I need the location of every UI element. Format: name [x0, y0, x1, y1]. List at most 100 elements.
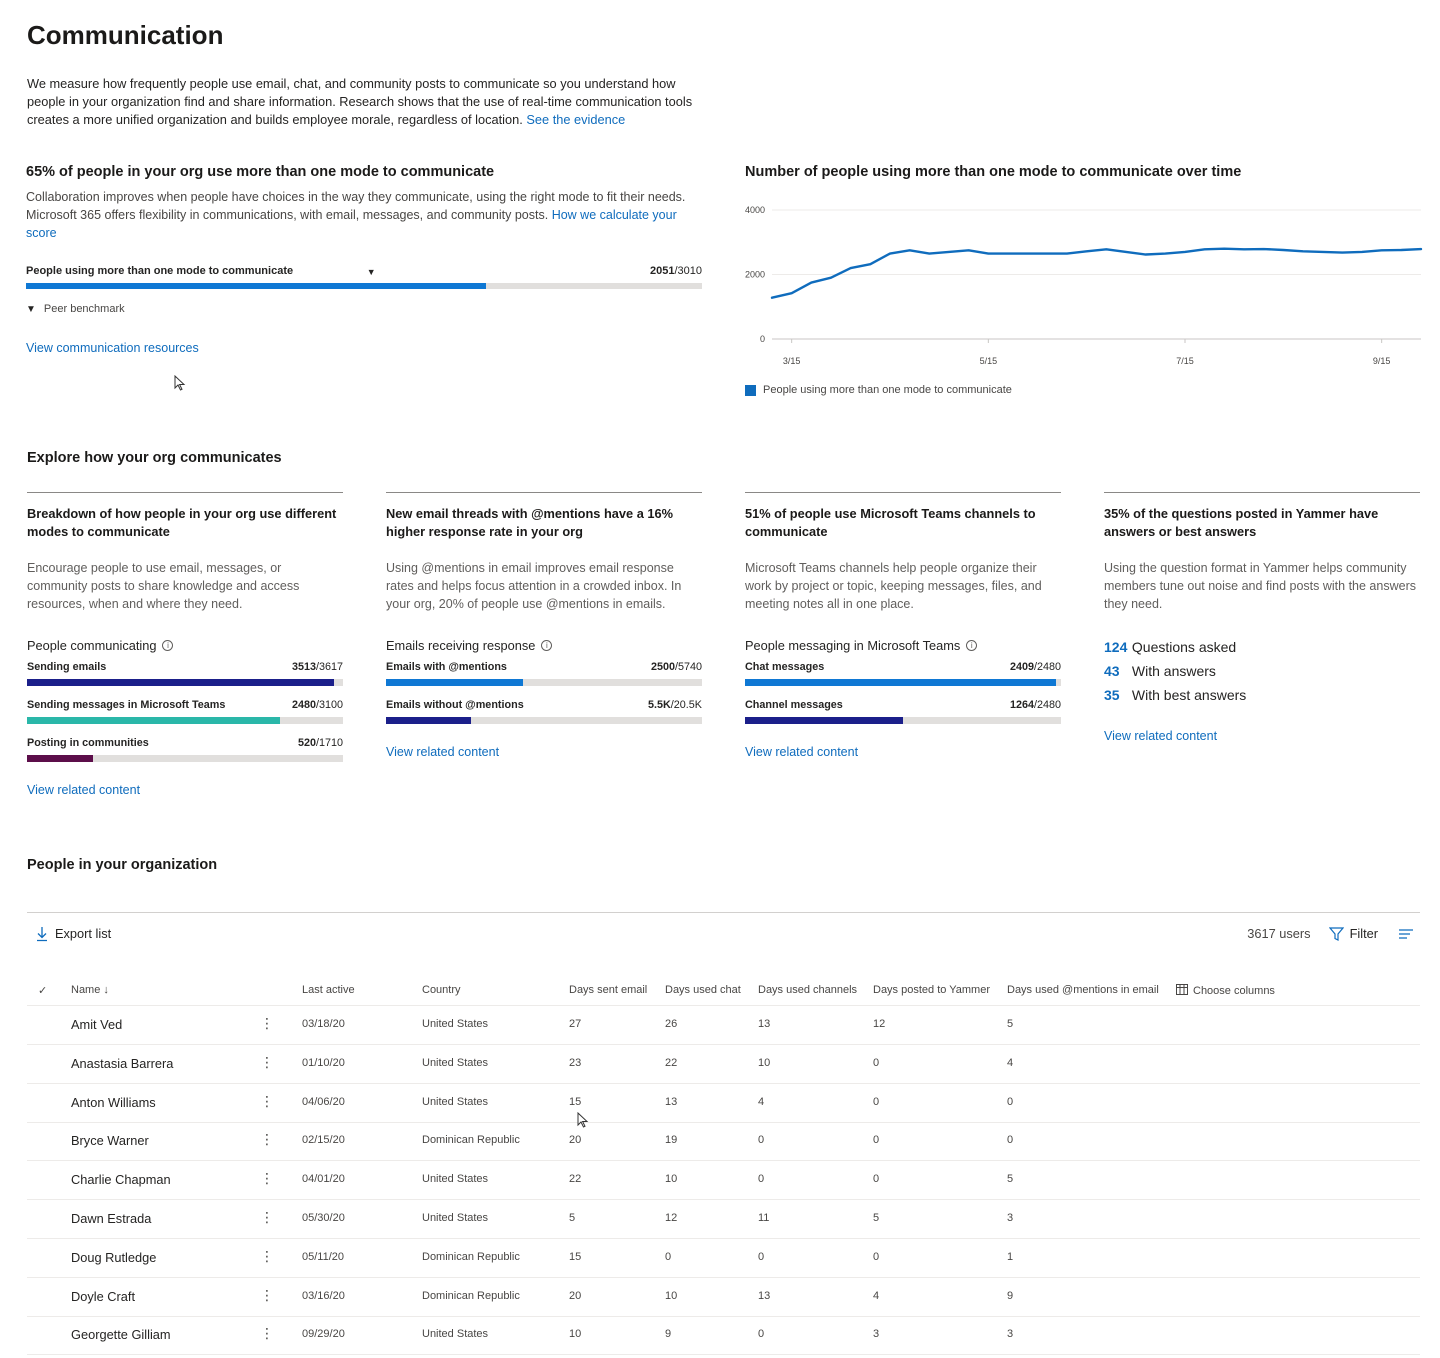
table-row[interactable]: Anastasia Barrera ⋮ 01/10/20 United States 2…: [27, 1045, 1420, 1084]
yammer-stats: 124 Questions asked 43 With answers 35 W…: [1104, 635, 1420, 707]
group-lines-icon[interactable]: [1398, 928, 1414, 940]
cell-last-active: 01/10/20: [302, 1056, 345, 1069]
cell-name[interactable]: Dawn Estrada: [71, 1211, 152, 1226]
cell-name[interactable]: Georgette Gilliam: [71, 1327, 171, 1343]
more-options-icon[interactable]: ⋮: [260, 1170, 274, 1187]
peer-benchmark-label: Peer benchmark: [43, 303, 125, 315]
view-related-content-link[interactable]: View related content: [27, 783, 141, 797]
col-days-used-chat[interactable]: Days used chat: [665, 984, 741, 996]
metric-bar-fill: [27, 755, 94, 762]
col-days-used-channels[interactable]: Days used channels: [758, 984, 858, 996]
info-icon[interactable]: i: [541, 639, 553, 651]
metric-label: Channel messages: [745, 699, 843, 711]
cell-last-active: 03/16/20: [302, 1289, 345, 1302]
cell-days-sent-email: 20: [569, 1289, 582, 1302]
more-options-icon[interactable]: ⋮: [260, 1053, 274, 1070]
cell-days-used-chat: 0: [665, 1250, 672, 1263]
table-row[interactable]: Dawn Estrada ⋮ 05/30/20 United States 5 12 11 5…: [27, 1200, 1420, 1239]
metric-bar-track: [745, 717, 1061, 724]
line-chart: 4000 2000 0 3/15 5/15 7/15 9/15: [745, 205, 1423, 366]
table-row[interactable]: Anton Williams ⋮ 04/06/20 United States 15 13…: [27, 1084, 1420, 1123]
cell-days-used-mentions: 1: [1007, 1250, 1014, 1263]
col-days-posted-yammer[interactable]: Days posted to Yammer: [873, 984, 990, 996]
export-list-button[interactable]: Export list: [35, 926, 111, 942]
table-row[interactable]: Doyle Craft ⋮ 03/16/20 Dominican Republic 20…: [27, 1278, 1420, 1317]
table-row[interactable]: Amit Ved ⋮ 03/18/20 United States 27 26 13 12 5: [27, 1006, 1420, 1045]
metric-item: Sending emails 3513/3617: [27, 661, 343, 697]
cell-days-posted-yammer: 0: [873, 1250, 880, 1263]
table-row[interactable]: Bryce Warner ⋮ 02/15/20 Dominican Republic 2…: [27, 1122, 1420, 1162]
cell-name[interactable]: Charlie Chapman: [71, 1172, 171, 1188]
cell-days-used-channels: 13: [758, 1289, 771, 1302]
more-options-icon[interactable]: ⋮: [260, 1209, 274, 1225]
cell-days-posted-yammer: 4: [873, 1289, 880, 1302]
cell-days-used-chat: 13: [665, 1095, 678, 1108]
cell-name[interactable]: Doug Rutledge: [71, 1249, 157, 1265]
more-options-icon[interactable]: ⋮: [260, 1015, 274, 1031]
explore-title: Explore how your org communicates: [27, 450, 282, 466]
cell-country: Dominican Republic: [422, 1289, 520, 1302]
page-intro: We measure how frequently people use ema…: [27, 75, 707, 129]
cell-days-used-mentions: 4: [1007, 1056, 1014, 1069]
table-row[interactable]: Doug Rutledge ⋮ 05/11/20 Dominican Republic…: [27, 1239, 1420, 1278]
cell-name[interactable]: Anastasia Barrera: [71, 1055, 174, 1071]
cell-country: United States: [422, 1328, 489, 1341]
card-title: New email threads with @mentions have a …: [386, 506, 673, 539]
filter-button[interactable]: Filter: [1328, 926, 1378, 941]
choose-columns-button[interactable]: Choose columns: [1176, 984, 1275, 997]
more-options-icon[interactable]: ⋮: [260, 1247, 274, 1264]
cell-name[interactable]: Doyle Craft: [71, 1288, 136, 1304]
cell-days-used-chat: 26: [665, 1018, 678, 1030]
cell-days-posted-yammer: 0: [873, 1134, 880, 1147]
col-last-active[interactable]: Last active: [302, 984, 355, 996]
col-name[interactable]: Name ↓: [71, 984, 109, 996]
metric-bar-fill: [27, 679, 334, 686]
cell-last-active: 03/18/20: [302, 1018, 345, 1030]
select-all-checkmark-icon[interactable]: ✓: [38, 985, 48, 997]
col-days-sent-email[interactable]: Days sent email: [569, 984, 648, 996]
filter-icon: [1328, 926, 1344, 941]
card-subtitle: People communicating i: [27, 631, 343, 659]
more-options-icon[interactable]: ⋮: [260, 1286, 274, 1303]
cell-days-used-chat: 10: [665, 1173, 678, 1186]
cell-days-used-mentions: 9: [1007, 1289, 1014, 1302]
chart-legend: People using more than one mode to commu…: [745, 384, 1012, 396]
see-evidence-link[interactable]: See the evidence: [526, 112, 626, 127]
table-row[interactable]: Georgette Gilliam ⋮ 09/29/20 United States 1…: [27, 1316, 1420, 1356]
table-row[interactable]: Charlie Chapman ⋮ 04/01/20 United States 22 1…: [27, 1161, 1420, 1201]
info-icon[interactable]: i: [162, 639, 174, 651]
cell-country: Dominican Republic: [422, 1250, 520, 1263]
cell-days-posted-yammer: 5: [873, 1212, 880, 1224]
cell-days-used-chat: 19: [665, 1134, 678, 1147]
more-options-icon[interactable]: ⋮: [260, 1131, 274, 1148]
card-subtitle-text: People messaging in Microsoft Teams: [745, 637, 961, 653]
table-toolbar: Export list 3617 users Filter: [27, 912, 1420, 954]
cell-days-sent-email: 23: [569, 1056, 582, 1069]
view-related-content-link[interactable]: View related content: [1104, 729, 1218, 743]
cell-name[interactable]: Bryce Warner: [71, 1133, 149, 1149]
metric-value: 520/1710: [297, 737, 343, 749]
more-options-icon[interactable]: ⋮: [260, 1325, 274, 1342]
score-bar-label: People using more than one mode to commu…: [26, 265, 294, 277]
view-communication-resources-link[interactable]: View communication resources: [26, 341, 199, 355]
metric-bar-track: [745, 679, 1061, 686]
more-options-icon[interactable]: ⋮: [260, 1092, 274, 1109]
view-related-content-link[interactable]: View related content: [386, 745, 500, 759]
metric-value: 1264/2480: [1009, 699, 1061, 711]
col-days-used-mentions[interactable]: Days used @mentions in email: [1007, 984, 1159, 996]
cell-last-active: 02/15/20: [302, 1134, 345, 1147]
score-bar-value: 2051/3010: [649, 265, 702, 277]
card-subtitle-text: People communicating: [27, 637, 157, 653]
calculate-score-link[interactable]: How we calculate your score: [26, 208, 677, 240]
metric-header: Sending messages in Microsoft Teams 2480/…: [27, 699, 343, 711]
col-country[interactable]: Country: [422, 984, 461, 996]
columns-icon: [1176, 984, 1188, 995]
cell-days-sent-email: 15: [569, 1250, 582, 1263]
cell-country: United States: [422, 1056, 489, 1069]
info-icon[interactable]: i: [966, 639, 978, 651]
view-related-content-link[interactable]: View related content: [745, 745, 859, 759]
cell-days-used-channels: 0: [758, 1134, 765, 1147]
cell-name[interactable]: Amit Ved: [71, 1017, 123, 1032]
cell-name[interactable]: Anton Williams: [71, 1094, 156, 1110]
cell-last-active: 09/29/20: [302, 1328, 345, 1341]
